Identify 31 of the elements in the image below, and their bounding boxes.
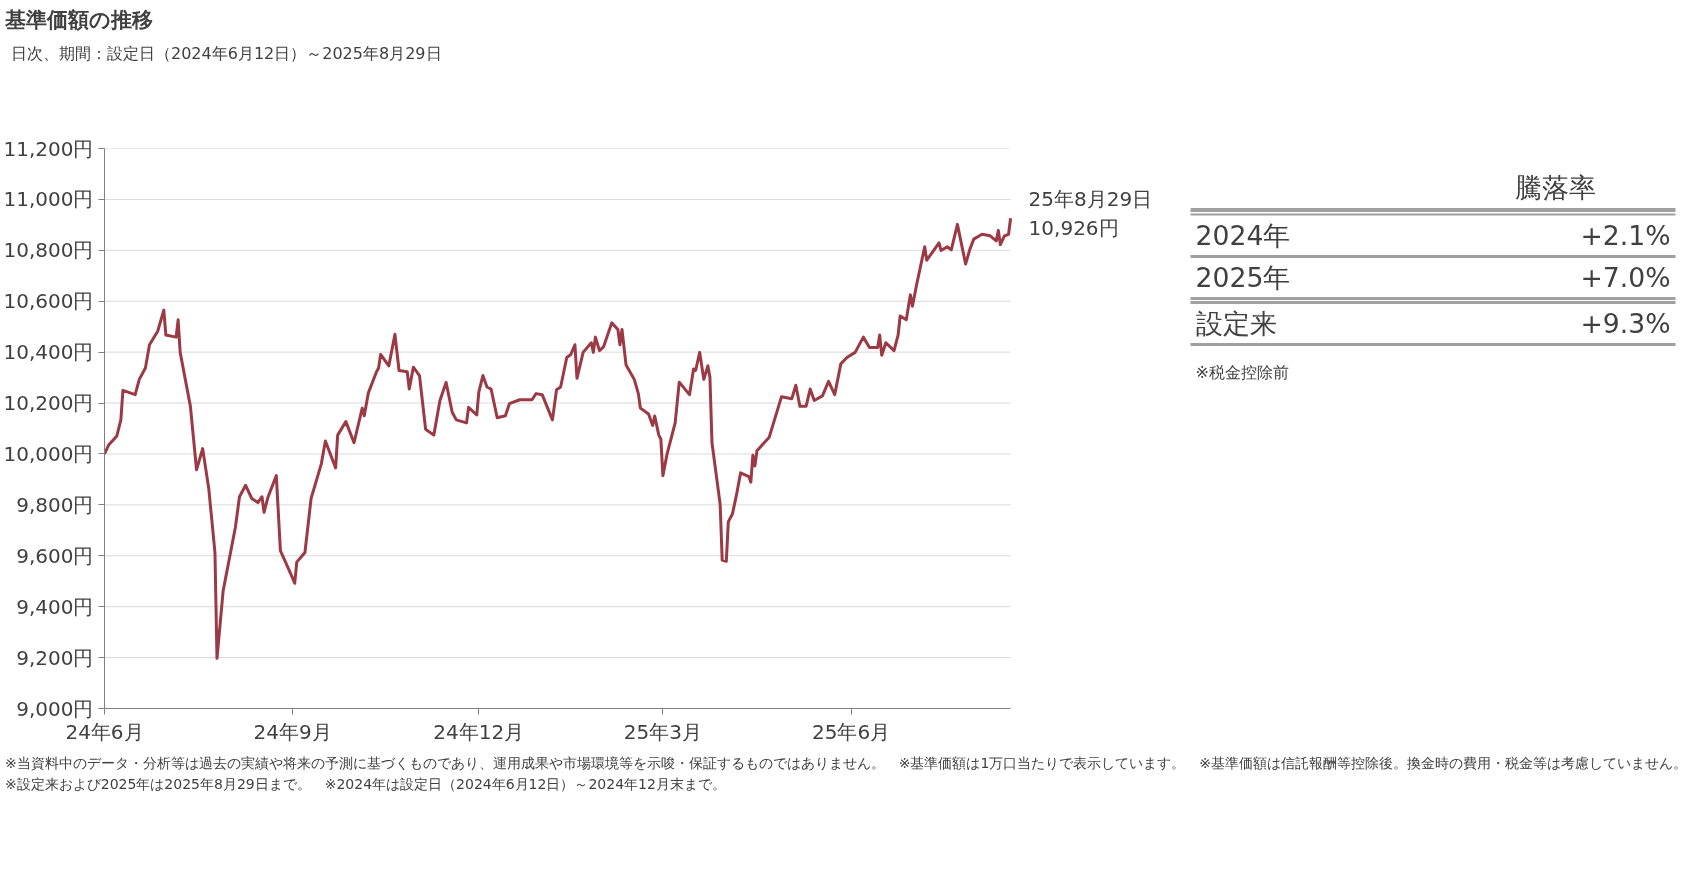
y-tick-label: 9,200円 (16, 645, 94, 670)
data-label: +7.0% (1580, 262, 1671, 294)
y-tick-label: 10,200円 (3, 391, 94, 416)
chart-subtitle: 日次、期間：設定日（2024年6月12日）～2025年8月29日 (11, 43, 442, 65)
y-tick-label: 9,800円 (16, 492, 94, 517)
text: ※税金控除前 (1195, 363, 1289, 382)
category-label: 設定来 (1195, 308, 1277, 339)
x-tick-label: 25年3月 (623, 719, 702, 744)
y-tick-label: 9,600円 (16, 543, 94, 568)
y-tick-label: 10,800円 (3, 238, 94, 263)
x-tick-label: 24年9月 (253, 719, 332, 744)
data-label: +9.3% (1580, 308, 1671, 339)
y-tick-label: 11,000円 (3, 187, 94, 212)
category-label: 2024年 (1195, 220, 1291, 252)
y-tick-label: 10,600円 (3, 289, 94, 314)
text: 騰落率 (1515, 172, 1596, 204)
y-tick-label: 10,000円 (3, 441, 94, 466)
chart-title: 基準価額の推移 (5, 7, 153, 34)
category-label: 2025年 (1195, 262, 1291, 294)
data-label: +2.1% (1580, 220, 1671, 252)
y-tick-label: 10,400円 (3, 340, 94, 365)
x-tick-label: 24年6月 (65, 719, 144, 744)
line-series (104, 216, 1013, 660)
text: ※当資料中のデータ・分析等は過去の実績や将来の予測に基づくものであり、運用成果や市場環境等を示唆・保証するものではありません。 ※基準価額は1万口当たりで表示しています。 ※基準価額は信託報酬等控除後。換金時の費用・税金等は考慮していません。 (5, 755, 1688, 771)
annotation: 25年8月29日 10,926円 (1028, 187, 1153, 241)
x-tick-label: 24年12月 (433, 719, 525, 744)
text: ※設定来および2025年は2025年8月29日まで。 ※2024年は設定日（2024年6月12日）～2024年12月末まで。 (5, 776, 726, 792)
y-tick-label: 11,200円 (3, 136, 94, 161)
x-tick-label: 25年6月 (811, 719, 891, 744)
y-tick-label: 9,000円 (16, 696, 94, 721)
y-tick-label: 9,400円 (16, 594, 94, 619)
